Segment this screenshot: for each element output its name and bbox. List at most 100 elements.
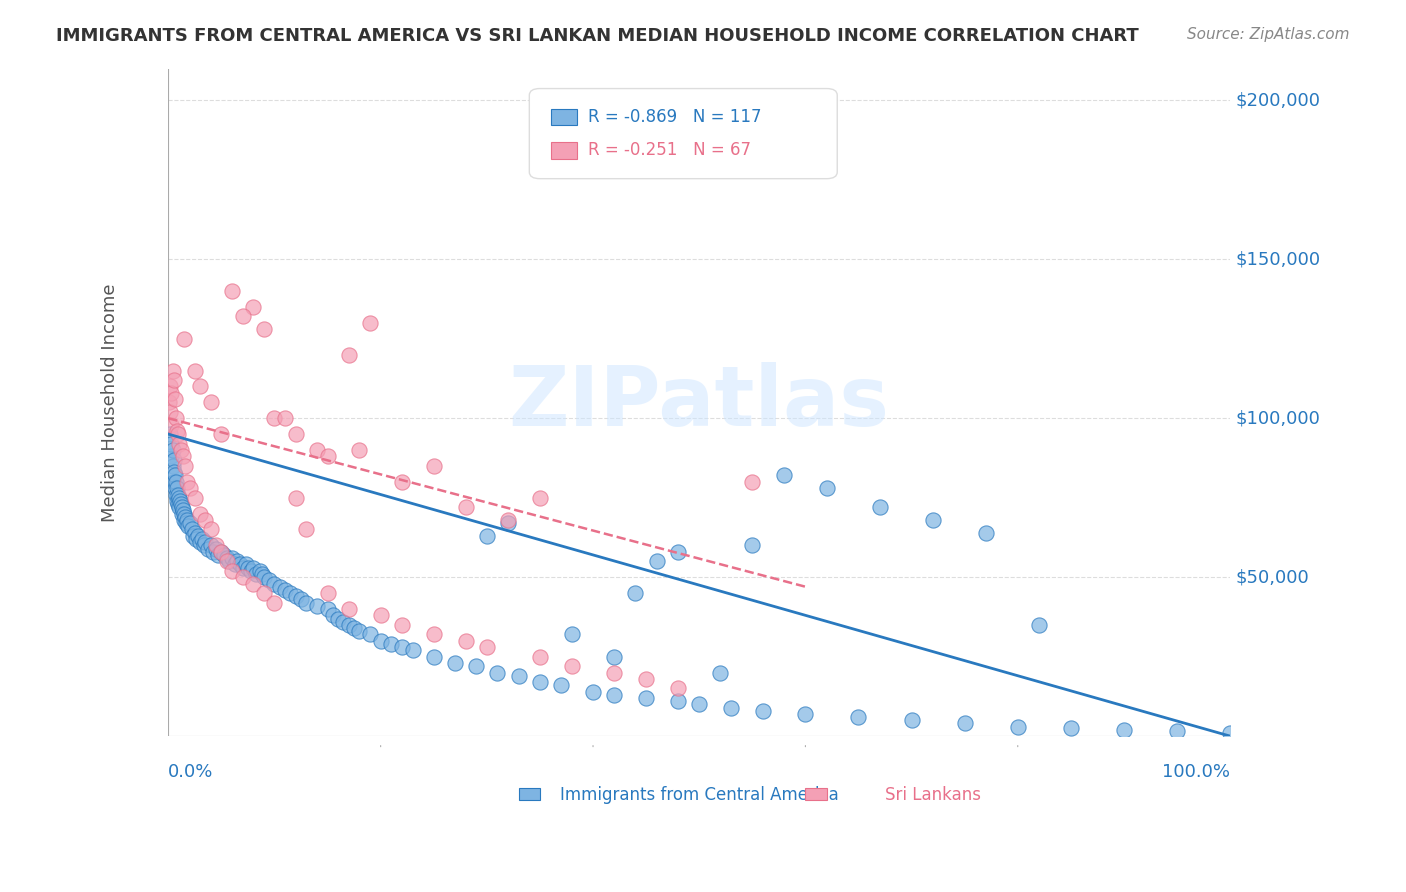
Immigrants from Central America	[709, 665, 731, 680]
Sri Lankans	[162, 363, 184, 377]
Sri Lankans	[209, 545, 232, 559]
Immigrants from Central America	[165, 487, 187, 501]
Sri Lankans	[391, 618, 413, 632]
Sri Lankans	[176, 475, 198, 489]
Immigrants from Central America	[322, 608, 344, 623]
Immigrants from Central America	[249, 564, 271, 578]
Sri Lankans	[274, 411, 297, 425]
Sri Lankans	[188, 379, 211, 393]
Sri Lankans	[209, 427, 232, 442]
Sri Lankans	[454, 500, 477, 515]
Immigrants from Central America	[218, 554, 240, 568]
Immigrants from Central America	[162, 458, 184, 473]
Immigrants from Central America	[166, 494, 188, 508]
Sri Lankans	[179, 481, 201, 495]
Text: $100,000: $100,000	[1236, 409, 1320, 427]
Sri Lankans	[422, 458, 444, 473]
Immigrants from Central America	[603, 688, 626, 702]
Sri Lankans	[391, 475, 413, 489]
Sri Lankans	[159, 405, 181, 419]
Immigrants from Central America	[245, 566, 267, 581]
Text: Sri Lankans: Sri Lankans	[884, 786, 981, 805]
Text: IMMIGRANTS FROM CENTRAL AMERICA VS SRI LANKAN MEDIAN HOUSEHOLD INCOME CORRELATIO: IMMIGRANTS FROM CENTRAL AMERICA VS SRI L…	[56, 27, 1139, 45]
Immigrants from Central America	[166, 497, 188, 511]
Immigrants from Central America	[209, 545, 232, 559]
Bar	[519, 788, 540, 799]
Immigrants from Central America	[166, 481, 188, 495]
Sri Lankans	[253, 586, 276, 600]
Immigrants from Central America	[184, 532, 207, 546]
Sri Lankans	[305, 442, 328, 457]
Immigrants from Central America	[752, 704, 775, 718]
Immigrants from Central America	[179, 516, 201, 530]
Immigrants from Central America	[173, 513, 195, 527]
Immigrants from Central America	[226, 554, 249, 568]
Text: Source: ZipAtlas.com: Source: ZipAtlas.com	[1187, 27, 1350, 42]
Bar	[551, 142, 576, 159]
Immigrants from Central America	[921, 513, 943, 527]
Sri Lankans	[174, 458, 197, 473]
Immigrants from Central America	[191, 532, 214, 546]
Immigrants from Central America	[162, 475, 184, 489]
Sri Lankans	[359, 316, 381, 330]
Sri Lankans	[242, 576, 264, 591]
Sri Lankans	[232, 570, 254, 584]
Immigrants from Central America	[176, 516, 198, 530]
Immigrants from Central America	[561, 627, 583, 641]
Text: $200,000: $200,000	[1236, 91, 1320, 110]
Immigrants from Central America	[163, 481, 186, 495]
Immigrants from Central America	[177, 519, 200, 533]
Immigrants from Central America	[221, 551, 243, 566]
Text: $50,000: $50,000	[1236, 568, 1309, 586]
Text: $150,000: $150,000	[1236, 251, 1320, 268]
Immigrants from Central America	[170, 497, 193, 511]
Immigrants from Central America	[401, 643, 423, 657]
Sri Lankans	[172, 450, 194, 464]
Immigrants from Central America	[688, 698, 710, 712]
Immigrants from Central America	[284, 589, 307, 603]
Immigrants from Central America	[305, 599, 328, 613]
Immigrants from Central America	[242, 560, 264, 574]
Sri Lankans	[184, 491, 207, 505]
Immigrants from Central America	[224, 558, 246, 572]
Sri Lankans	[349, 442, 371, 457]
Text: R = -0.869   N = 117: R = -0.869 N = 117	[588, 108, 761, 126]
Sri Lankans	[170, 442, 193, 457]
Sri Lankans	[561, 659, 583, 673]
Immigrants from Central America	[773, 468, 796, 483]
Immigrants from Central America	[240, 564, 263, 578]
Immigrants from Central America	[167, 500, 190, 515]
Immigrants from Central America	[172, 507, 194, 521]
Sri Lankans	[316, 586, 339, 600]
Sri Lankans	[173, 332, 195, 346]
Sri Lankans	[160, 417, 183, 432]
Immigrants from Central America	[316, 602, 339, 616]
Sri Lankans	[337, 602, 360, 616]
Immigrants from Central America	[236, 560, 259, 574]
Immigrants from Central America	[232, 560, 254, 574]
Sri Lankans	[167, 436, 190, 450]
Text: Immigrants from Central America: Immigrants from Central America	[560, 786, 838, 805]
Immigrants from Central America	[295, 596, 318, 610]
Sri Lankans	[370, 608, 392, 623]
Immigrants from Central America	[212, 548, 235, 562]
Immigrants from Central America	[422, 649, 444, 664]
Immigrants from Central America	[332, 615, 354, 629]
Immigrants from Central America	[200, 538, 222, 552]
Sri Lankans	[165, 411, 187, 425]
Immigrants from Central America	[603, 649, 626, 664]
Sri Lankans	[242, 300, 264, 314]
Immigrants from Central America	[263, 576, 285, 591]
Immigrants from Central America	[666, 694, 689, 708]
Immigrants from Central America	[343, 621, 366, 635]
Immigrants from Central America	[370, 633, 392, 648]
Sri Lankans	[741, 475, 763, 489]
Sri Lankans	[194, 513, 217, 527]
Immigrants from Central America	[197, 541, 219, 556]
Immigrants from Central America	[180, 523, 202, 537]
Immigrants from Central America	[391, 640, 413, 654]
Sri Lankans	[422, 627, 444, 641]
Immigrants from Central America	[550, 678, 572, 692]
Immigrants from Central America	[328, 611, 350, 625]
Sri Lankans	[215, 554, 238, 568]
